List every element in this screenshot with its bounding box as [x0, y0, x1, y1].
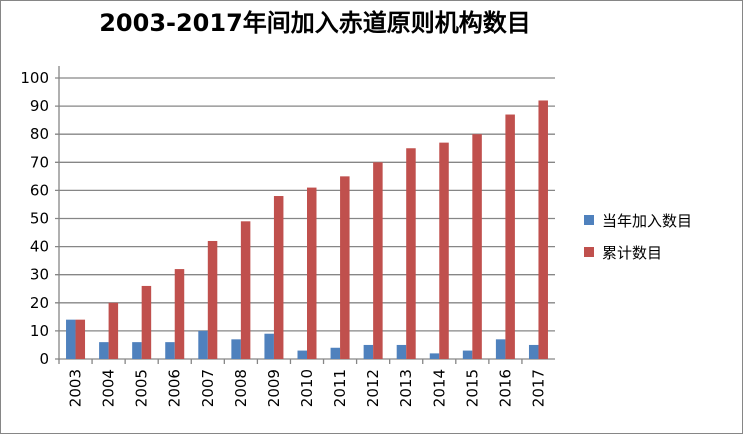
x-tick-label: 2003	[67, 369, 85, 407]
bar-当年加入数目-2005	[132, 342, 142, 359]
bar-当年加入数目-2004	[99, 342, 109, 359]
legend-label: 当年加入数目	[602, 212, 692, 230]
bar-累计数目-2011	[340, 176, 350, 359]
y-tick-label: 10	[30, 322, 49, 340]
bar-累计数目-2010	[307, 187, 317, 359]
y-tick-label: 40	[30, 238, 49, 256]
bar-累计数目-2003	[75, 319, 86, 359]
bar-累计数目-2014	[439, 142, 449, 359]
y-tick-label: 80	[30, 125, 49, 143]
bar-累计数目-2013	[406, 148, 416, 359]
y-tick-label: 30	[30, 266, 49, 284]
bar-当年加入数目-2012	[363, 344, 374, 359]
x-tick-label: 2015	[463, 369, 481, 407]
y-tick-label: 90	[30, 97, 49, 115]
bar-当年加入数目-2003	[66, 319, 76, 359]
chart-title: 2003-2017年间加入赤道原则机构数目	[99, 9, 531, 37]
bar-累计数目-2009	[273, 196, 284, 359]
bar-累计数目-2008	[240, 221, 251, 359]
bar-当年加入数目-2015	[462, 350, 473, 359]
x-tick-label: 2010	[298, 369, 316, 407]
x-tick-label: 2012	[364, 369, 382, 407]
bar-当年加入数目-2008	[231, 339, 241, 359]
bar-累计数目-2007	[207, 240, 218, 359]
legend-swatch	[584, 215, 594, 225]
x-tick-label: 2005	[133, 369, 151, 407]
x-tick-label: 2014	[430, 369, 448, 407]
x-tick-label: 2008	[232, 369, 250, 407]
bar-当年加入数目-2014	[429, 353, 440, 359]
bar-当年加入数目-2010	[297, 350, 307, 359]
x-tick-label: 2009	[265, 369, 283, 407]
bar-当年加入数目-2007	[198, 330, 208, 359]
bar-累计数目-2004	[108, 302, 119, 359]
bar-当年加入数目-2013	[396, 344, 407, 359]
x-tick-label: 2016	[496, 369, 514, 407]
bar-当年加入数目-2016	[495, 339, 506, 359]
bar-当年加入数目-2006	[165, 342, 175, 359]
y-tick-label: 0	[39, 350, 49, 368]
legend-swatch	[584, 247, 594, 257]
x-tick-label: 2007	[199, 369, 217, 407]
y-tick-label: 50	[30, 210, 49, 228]
bar-累计数目-2017	[538, 100, 548, 359]
bar-累计数目-2016	[505, 114, 515, 359]
y-tick-label: 60	[30, 181, 49, 199]
y-tick-label: 100	[20, 69, 49, 87]
x-tick-label: 2006	[166, 369, 184, 407]
bar-当年加入数目-2009	[264, 333, 274, 359]
bar-累计数目-2006	[174, 269, 185, 359]
bar-累计数目-2012	[373, 162, 383, 359]
y-tick-label: 70	[30, 153, 49, 171]
x-tick-label: 2004	[100, 369, 118, 407]
bar-当年加入数目-2011	[330, 347, 341, 359]
bar-累计数目-2005	[141, 285, 152, 359]
x-tick-label: 2017	[529, 369, 547, 407]
bar-累计数目-2015	[472, 134, 482, 359]
x-tick-label: 2011	[331, 369, 349, 407]
legend-label: 累计数目	[602, 244, 662, 262]
x-tick-label: 2013	[397, 369, 415, 407]
y-tick-label: 20	[30, 294, 49, 312]
bar-当年加入数目-2017	[528, 344, 539, 359]
